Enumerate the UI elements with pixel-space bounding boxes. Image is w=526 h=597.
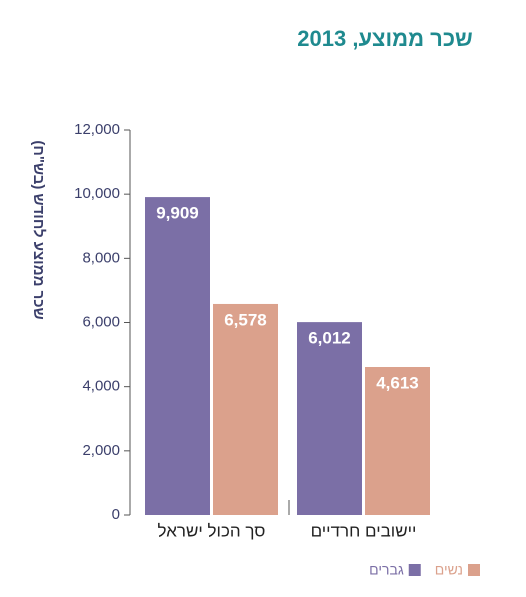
legend-label: נשים [435,562,463,578]
value-label: 6,012 [308,329,351,348]
y-tick-label: 2,000 [82,442,120,459]
bar [365,366,430,515]
bar [145,197,210,515]
y-tick-label: 6,000 [82,313,120,330]
y-axis-label: שכר ממוצע לחודש (בש"ח) [30,140,47,319]
x-tick-label: יישובים חרדיים [311,521,417,540]
x-tick-label: סך הכול ישראל [158,521,266,540]
y-tick-label: 8,000 [82,249,120,266]
legend-swatch [468,564,480,576]
bar [297,322,362,515]
chart-title: שכר ממוצע, 2013 [297,26,472,51]
value-label: 4,613 [376,373,419,392]
legend-label: גברים [369,562,404,578]
value-label: 6,578 [224,310,267,329]
value-label: 9,909 [156,204,199,223]
y-tick-label: 0 [112,506,120,523]
y-tick-label: 10,000 [74,185,120,202]
bar [213,303,278,515]
legend-swatch [408,564,421,576]
y-tick-label: 12,000 [74,121,120,138]
y-tick-label: 4,000 [82,378,120,395]
